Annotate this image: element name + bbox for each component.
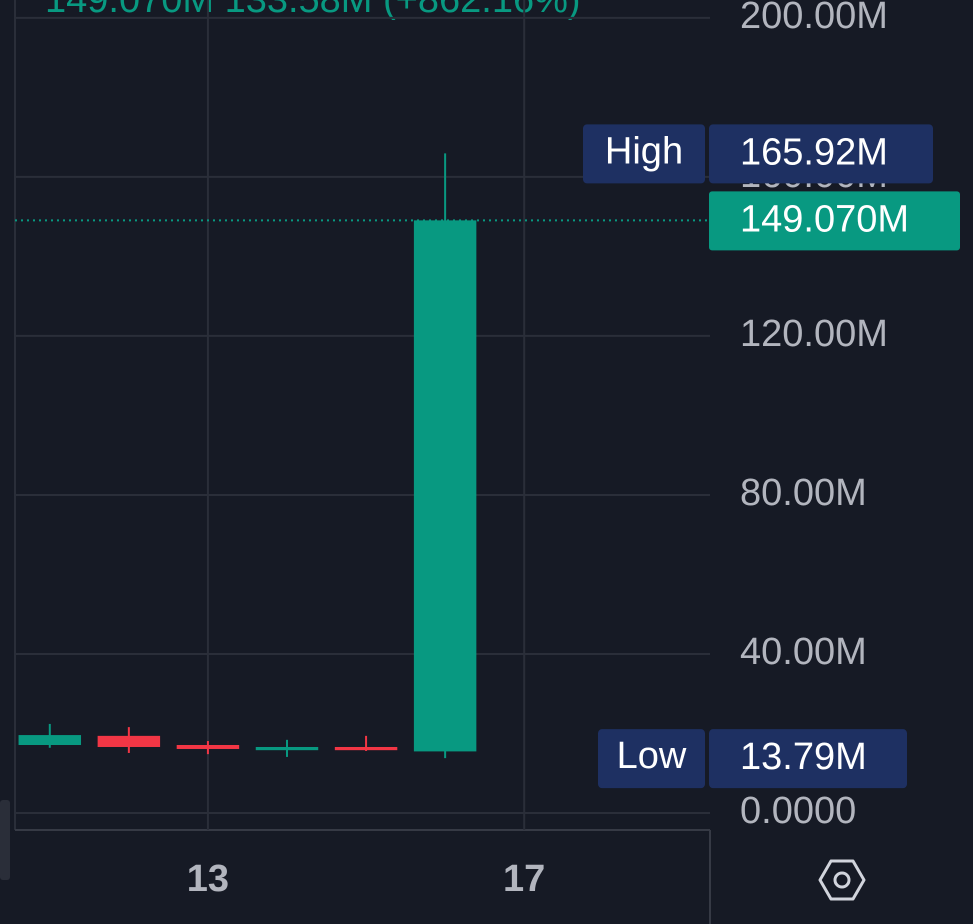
marker-value-box <box>709 124 933 184</box>
candle-body <box>18 735 82 746</box>
settings-hexagon <box>818 859 866 901</box>
candle-body <box>255 746 319 751</box>
x-tick-label: 17 <box>503 858 545 900</box>
side-tab[interactable] <box>0 800 10 880</box>
marker-value: 165.92M <box>740 131 888 173</box>
last-price-box <box>709 191 960 251</box>
settings-circle <box>833 871 851 889</box>
y-tick-label: 120.00M <box>740 313 888 355</box>
marker-label-box <box>583 124 705 184</box>
y-tick-label: 40.00M <box>740 631 867 673</box>
marker-label: Low <box>617 735 687 777</box>
y-tick-label: 80.00M <box>740 472 867 514</box>
marker-value-box <box>709 729 907 789</box>
settings-button[interactable] <box>818 859 866 901</box>
x-tick-label: 13 <box>187 858 229 900</box>
marker-label-box <box>598 729 705 789</box>
marker-value: 13.79M <box>740 736 867 778</box>
candle-body <box>97 735 161 747</box>
marker-label: High <box>605 130 683 172</box>
y-tick-label: 0.0000 <box>740 790 856 832</box>
candle-body <box>176 745 240 749</box>
y-tick-label: 200.00M <box>740 0 888 37</box>
candle-body <box>334 746 398 751</box>
candle-body <box>413 220 477 752</box>
legend-text: 149.070M 133.58M (+862.16%) <box>45 0 581 21</box>
last-price-label: 149.070M <box>740 198 909 240</box>
